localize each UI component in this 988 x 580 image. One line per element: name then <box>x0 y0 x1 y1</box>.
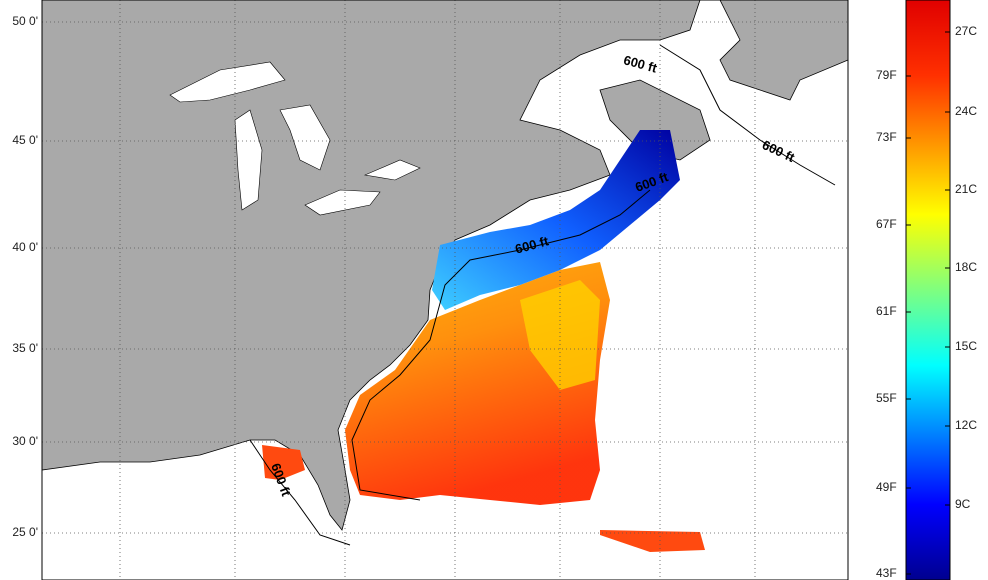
fahrenheit-label: 79F <box>876 68 897 82</box>
sst-yellow <box>520 280 600 390</box>
land <box>599 79 711 161</box>
lake <box>363 159 421 181</box>
celsius-label: 12C <box>955 418 977 432</box>
map-frame <box>41 0 849 580</box>
lat-label: 40 0' <box>12 240 38 254</box>
fahrenheit-label: 67F <box>876 217 897 231</box>
fahrenheit-label: 61F <box>876 304 897 318</box>
celsius-label: 18C <box>955 260 977 274</box>
celsius-label: 27C <box>955 24 977 38</box>
fahrenheit-label: 49F <box>876 480 897 494</box>
colorbar <box>905 0 951 580</box>
land <box>41 0 701 531</box>
lat-label: 45 0' <box>12 133 38 147</box>
celsius-label: 21C <box>955 182 977 196</box>
sst-warm <box>600 530 705 552</box>
lat-label: 25 0' <box>12 525 38 539</box>
sst-cool <box>432 130 680 310</box>
fahrenheit-label: 55F <box>876 391 897 405</box>
lake <box>304 189 381 216</box>
celsius-label: 15C <box>955 339 977 353</box>
depth-contour <box>249 44 836 546</box>
fahrenheit-label: 43F <box>876 566 897 580</box>
sst-warm <box>262 445 305 480</box>
lat-label: 35 0' <box>12 341 38 355</box>
lake <box>169 61 286 103</box>
fahrenheit-label: 73F <box>876 130 897 144</box>
lake <box>279 104 331 171</box>
lat-label: 30 0' <box>12 434 38 448</box>
lake <box>234 109 263 211</box>
lat-label: 50 0' <box>12 14 38 28</box>
celsius-label: 24C <box>955 104 977 118</box>
celsius-label: 9C <box>955 497 971 511</box>
